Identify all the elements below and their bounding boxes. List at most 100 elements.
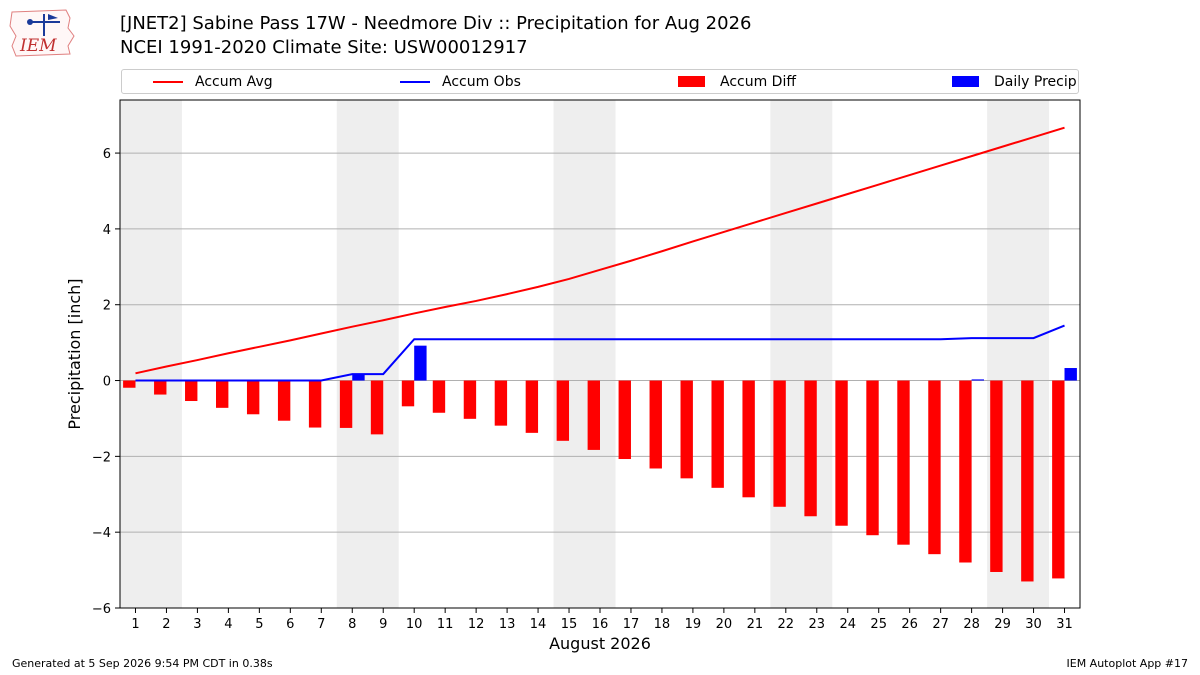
accum-diff-bar <box>804 380 817 517</box>
legend-label-daily-precip: Daily Precip <box>994 74 1077 90</box>
accum-avg-line <box>135 126 1065 375</box>
weekend-band <box>553 100 616 608</box>
accum-diff-bar <box>866 380 879 536</box>
x-tick-label: 20 <box>716 617 733 632</box>
x-tick-label: 17 <box>623 617 640 632</box>
chart-subtitle: NCEI 1991-2020 Climate Site: USW00012917 <box>120 37 528 58</box>
accum-diff-bar <box>835 380 848 526</box>
accum-diff-bar <box>432 380 446 413</box>
accum-diff-bar <box>773 380 786 507</box>
x-tick-label: 28 <box>963 617 980 632</box>
footer-app-label: IEM Autoplot App #17 <box>1066 657 1189 670</box>
accum-diff-bar <box>308 380 322 428</box>
accum-diff-bar <box>959 380 972 563</box>
accum-diff-bar <box>123 380 136 388</box>
x-tick-label: 27 <box>932 617 949 632</box>
y-tick-label: 0 <box>103 375 111 390</box>
accum-obs-line <box>135 324 1065 382</box>
chart-legend: Accum Avg Accum Obs Accum Diff Daily Pre… <box>121 69 1079 94</box>
legend-swatch-daily-precip <box>952 76 979 87</box>
legend-swatch-accum-diff <box>678 76 705 87</box>
accum-diff-bar <box>556 380 570 441</box>
y-tick-label: 2 <box>103 299 111 314</box>
x-axis-ticks: 1 2 3 4 5 6 7 8 9 10 11 12 13 14 15 16 17 18 19 20 21 22 23 24 2… <box>131 608 1073 632</box>
weekend-band <box>770 100 833 608</box>
accum-diff-bar <box>742 380 755 498</box>
x-tick-label: 3 <box>193 617 201 632</box>
daily-precip-bar <box>971 379 984 381</box>
y-axis-label: Precipitation [inch] <box>65 278 84 429</box>
x-tick-label: 6 <box>286 617 294 632</box>
x-tick-label: 22 <box>778 617 795 632</box>
x-tick-label: 16 <box>592 617 609 632</box>
x-tick-label: 5 <box>255 617 263 632</box>
iem-logo: IEM <box>8 6 76 58</box>
x-tick-label: 18 <box>654 617 671 632</box>
daily-precip-bar <box>1064 368 1077 381</box>
iem-logo-text: IEM <box>20 36 57 56</box>
chart-title: [JNET2] Sabine Pass 17W - Needmore Div :… <box>120 13 752 34</box>
accum-diff-bar <box>587 380 600 450</box>
legend-label-accum-diff: Accum Diff <box>720 74 797 90</box>
accum-diff-bar <box>897 380 910 545</box>
y-tick-label: −6 <box>92 602 111 617</box>
x-tick-label: 30 <box>1025 617 1042 632</box>
x-tick-label: 14 <box>530 617 547 632</box>
x-tick-label: 10 <box>406 617 423 632</box>
accum-diff-bar <box>246 380 260 415</box>
accum-diff-bar <box>680 380 693 479</box>
x-tick-label: 7 <box>317 617 325 632</box>
accum-diff-bar <box>277 380 291 421</box>
x-tick-label: 1 <box>131 617 139 632</box>
accum-diff-bar <box>711 380 724 488</box>
weekend-band <box>336 100 399 608</box>
x-tick-label: 9 <box>379 617 387 632</box>
x-axis-label: August 2026 <box>549 634 651 653</box>
bar-series <box>123 345 1077 582</box>
daily-precip-bar <box>414 345 427 381</box>
daily-precip-bar <box>352 374 365 381</box>
legend-swatch-accum-avg <box>153 81 183 83</box>
x-tick-label: 24 <box>839 617 856 632</box>
accum-diff-bar <box>401 380 415 407</box>
legend-label-accum-avg: Accum Avg <box>195 74 273 90</box>
legend-label-accum-obs: Accum Obs <box>442 74 521 90</box>
accum-diff-bar <box>649 380 662 469</box>
accum-diff-bar <box>618 380 631 460</box>
weekend-band <box>120 100 182 608</box>
line-series <box>135 126 1065 382</box>
x-tick-label: 29 <box>994 617 1011 632</box>
accum-diff-bar <box>463 380 477 419</box>
footer-generated-text: Generated at 5 Sep 2026 9:54 PM CDT in 0… <box>12 657 273 670</box>
accum-diff-bar <box>1021 380 1034 582</box>
y-tick-label: 6 <box>103 147 111 162</box>
accum-diff-bar <box>370 380 384 435</box>
x-tick-label: 13 <box>499 617 516 632</box>
x-tick-label: 25 <box>870 617 887 632</box>
y-tick-label: −2 <box>92 450 111 465</box>
accum-diff-bar <box>339 380 353 428</box>
x-tick-label: 31 <box>1056 617 1073 632</box>
accum-diff-bar <box>154 380 167 395</box>
accum-diff-bar <box>494 380 508 426</box>
accum-diff-bar <box>928 380 941 555</box>
accum-diff-bar <box>990 380 1003 572</box>
y-tick-label: 4 <box>103 223 111 238</box>
iem-logo-graphic <box>9 9 75 57</box>
y-tick-label: −4 <box>92 526 111 541</box>
weekend-shading <box>120 100 1050 608</box>
y-axis-ticks: −6 −4 −2 0 2 4 6 <box>92 147 120 617</box>
x-tick-label: 4 <box>224 617 232 632</box>
accum-diff-bar <box>185 380 198 402</box>
x-tick-label: 26 <box>901 617 918 632</box>
x-tick-label: 2 <box>162 617 170 632</box>
x-tick-label: 19 <box>685 617 702 632</box>
x-tick-label: 21 <box>747 617 764 632</box>
x-tick-label: 8 <box>348 617 356 632</box>
x-tick-label: 23 <box>809 617 826 632</box>
accum-diff-bar <box>525 380 539 433</box>
x-tick-label: 12 <box>468 617 485 632</box>
accum-diff-bar <box>216 380 229 408</box>
x-tick-label: 15 <box>561 617 578 632</box>
